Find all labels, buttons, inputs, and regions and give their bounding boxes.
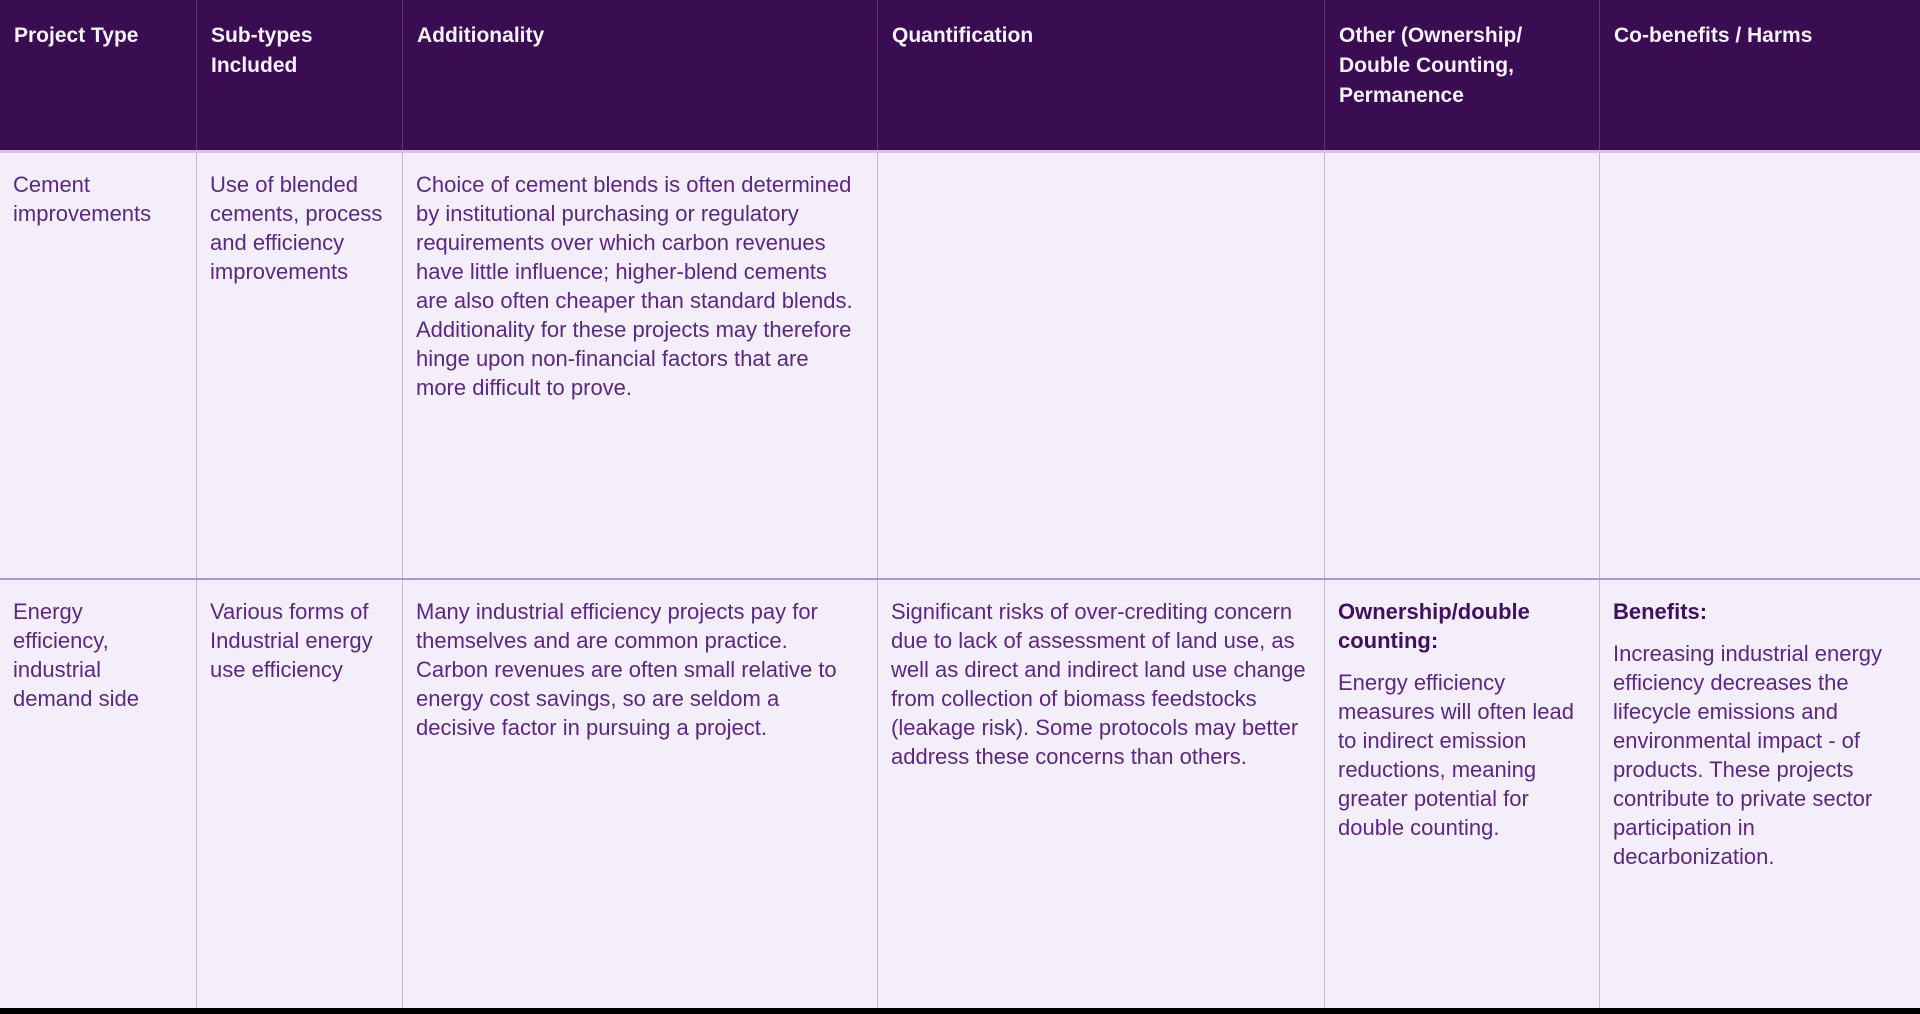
column-header-project-type: Project Type: [0, 0, 197, 150]
cell-text: Energy efficiency measures will often le…: [1338, 670, 1575, 840]
column-header-other: Other (Ownership/ Double Counting, Perma…: [1325, 0, 1600, 150]
cell-additionality: Many industrial efficiency projects pay …: [403, 580, 878, 1008]
table-header-row: Project Type Sub-types Included Addition…: [0, 0, 1920, 153]
cell-text: Use of blended cements, process and effi…: [210, 172, 383, 284]
cell-text: Significant risks of over-crediting conc…: [891, 599, 1306, 769]
cell-sub-types: Use of blended cements, process and effi…: [197, 153, 403, 578]
cell-other: Ownership/double counting: Energy effici…: [1325, 580, 1600, 1008]
table-row-energy-efficiency: Energy efficiency, industrial demand sid…: [0, 580, 1920, 1008]
cell-text: Various forms of Industrial energy use e…: [210, 599, 373, 682]
cell-additionality: Choice of cement blends is often determi…: [403, 153, 878, 578]
cell-quantification: Significant risks of over-crediting conc…: [878, 580, 1325, 1008]
column-header-co-benefits: Co-benefits / Harms: [1614, 24, 1813, 47]
cell-co-benefits: [1600, 153, 1920, 578]
table-bottom-edge: [0, 1008, 1920, 1014]
cell-other: [1325, 153, 1600, 578]
table-row-cement: Cement improvements Use of blended cemen…: [0, 153, 1920, 580]
cell-project-type: Energy efficiency, industrial demand sid…: [0, 580, 197, 1008]
cell-co-benefits: Benefits: Increasing industrial energy e…: [1600, 580, 1920, 1008]
cell-text: Cement improvements: [13, 172, 152, 226]
cell-heading: Ownership/double counting:: [1338, 599, 1530, 653]
cell-sub-types: Various forms of Industrial energy use e…: [197, 580, 403, 1008]
column-header-sub-types: Sub-types Included: [197, 0, 403, 150]
cell-text: Many industrial efficiency projects pay …: [416, 599, 837, 740]
column-header-quantification: Quantification: [878, 0, 1325, 150]
cell-project-type: Cement improvements: [0, 153, 197, 578]
column-header-additionality: Additionality: [403, 0, 878, 150]
cell-heading: Benefits:: [1613, 599, 1708, 624]
cell-quantification: [878, 153, 1325, 578]
cell-text: Increasing industrial energy efficiency …: [1613, 641, 1883, 869]
cell-text: Energy efficiency, industrial demand sid…: [13, 599, 139, 711]
cell-text: Choice of cement blends is often determi…: [416, 172, 853, 400]
